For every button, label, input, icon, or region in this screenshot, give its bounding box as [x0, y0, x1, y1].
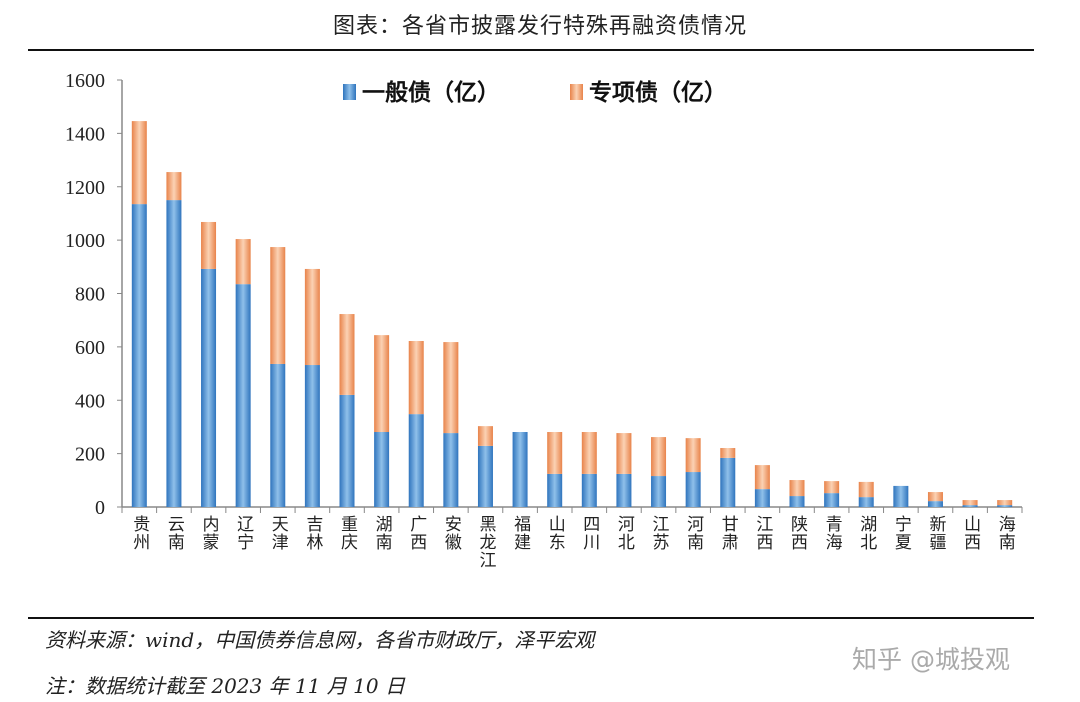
- bar-special-黑龙江: [477, 426, 493, 446]
- x-tick-label: 辽宁: [233, 515, 254, 551]
- bar-special-天津: [270, 247, 286, 364]
- y-tick-label: 800: [75, 284, 105, 306]
- x-tick-label: 江西: [752, 515, 773, 551]
- bar-general-江西: [754, 489, 770, 507]
- bar-special-四川: [581, 432, 597, 474]
- bar-special-陕西: [789, 480, 805, 497]
- bar-general-黑龙江: [477, 445, 493, 507]
- x-tick-label: 广西: [406, 515, 427, 551]
- x-tick-label: 福建: [510, 515, 531, 551]
- bar-special-山西: [962, 500, 978, 506]
- bar-special-江苏: [651, 437, 667, 477]
- y-tick-label: 200: [75, 444, 105, 466]
- bar-general-内蒙: [201, 268, 217, 507]
- legend-swatch-special: [570, 84, 583, 100]
- x-tick-label: 吉林: [302, 515, 323, 551]
- x-tick-label: 云南: [163, 515, 184, 551]
- bar-special-江西: [754, 465, 770, 490]
- bar-special-云南: [166, 172, 182, 201]
- bar-special-重庆: [339, 314, 355, 395]
- bar-special-内蒙: [201, 221, 217, 269]
- x-tick-label: 河南: [683, 515, 704, 551]
- x-tick-label: 重庆: [337, 515, 357, 551]
- legend-label-general: 一般债（亿）: [362, 79, 500, 105]
- x-tick-label: 江苏: [648, 515, 669, 551]
- bar-general-天津: [270, 363, 286, 507]
- bar-general-青海: [824, 493, 840, 507]
- bar-special-湖南: [374, 335, 390, 433]
- x-tick-label: 青海: [821, 515, 842, 551]
- bar-special-贵州: [131, 121, 147, 205]
- x-tick-label: 山东: [544, 515, 565, 551]
- bar-special-吉林: [304, 268, 320, 366]
- bar-special-广西: [408, 341, 424, 415]
- bar-general-辽宁: [235, 284, 251, 507]
- x-tick-label: 甘肃: [717, 515, 738, 551]
- y-tick-label: 1000: [65, 230, 105, 252]
- x-tick-label: 四川: [579, 515, 600, 551]
- bar-general-贵州: [131, 204, 147, 508]
- bar-general-江苏: [651, 476, 667, 507]
- bar-general-河北: [616, 473, 632, 507]
- bar-special-河北: [616, 433, 632, 474]
- y-tick-label: 600: [75, 337, 105, 359]
- bar-general-四川: [581, 473, 597, 507]
- x-tick-label: 安徽: [440, 515, 461, 551]
- bar-general-重庆: [339, 394, 355, 507]
- bar-special-新疆: [927, 492, 943, 502]
- x-tick-label: 湖北: [856, 515, 877, 551]
- x-tick-label: 山西: [960, 515, 981, 551]
- bar-general-吉林: [304, 365, 320, 507]
- legend-label-special: 专项债（亿）: [589, 79, 727, 105]
- bar-general-海南: [997, 505, 1013, 507]
- x-tick-label: 海南: [994, 515, 1015, 551]
- watermark: 知乎 @城投观: [852, 645, 1010, 674]
- x-tick-label: 新疆: [925, 515, 946, 551]
- bar-general-新疆: [927, 501, 943, 507]
- bar-general-安徽: [443, 433, 459, 507]
- legend: 一般债（亿） 专项债（亿）: [343, 79, 727, 105]
- bar-special-海南: [997, 500, 1013, 506]
- x-tick-label: 内蒙: [198, 515, 219, 551]
- x-tick-label: 陕西: [787, 515, 807, 551]
- x-tick-label: 天津: [267, 515, 288, 551]
- bar-general-河南: [685, 472, 701, 507]
- bar-general-山东: [547, 473, 563, 507]
- x-tick-label: 湖南: [371, 515, 392, 551]
- bar-special-青海: [824, 481, 840, 494]
- bar-special-河南: [685, 438, 701, 473]
- x-tick-label: 贵州: [129, 515, 150, 551]
- bar-special-甘肃: [720, 448, 736, 458]
- bar-general-宁夏: [893, 485, 909, 507]
- bar-special-山东: [547, 432, 563, 474]
- bar-general-广西: [408, 414, 424, 507]
- bar-special-安徽: [443, 342, 459, 434]
- bar-general-云南: [166, 200, 182, 507]
- source-note: 资料来源：wind，中国债券信息网，各省市财政厅，泽平宏观: [45, 628, 595, 652]
- top-rule: [28, 49, 1034, 51]
- bar-general-陕西: [789, 496, 805, 507]
- bar-general-山西: [962, 505, 978, 507]
- y-tick-label: 1400: [65, 123, 105, 145]
- x-tick-label: 黑龙江: [475, 515, 496, 569]
- bar-general-福建: [512, 432, 528, 507]
- y-tick-label: 400: [75, 390, 105, 412]
- bar-general-湖南: [374, 432, 390, 507]
- bar-chart: 0 200 400 600 800 1000 1200 1400 1600 一般债（亿） 专项债…: [65, 70, 1023, 519]
- y-tick-label: 1600: [65, 70, 105, 92]
- bar-general-湖北: [858, 497, 874, 507]
- figure-title: 图表：各省市披露发行特殊再融资债情况: [332, 14, 747, 39]
- legend-swatch-general: [343, 84, 356, 100]
- y-tick-label: 0: [95, 497, 105, 519]
- x-tick-label: 河北: [613, 515, 634, 551]
- x-tick-label: 宁夏: [890, 515, 911, 551]
- date-note: 注：数据统计截至 2023 年 11 月 10 日: [45, 674, 405, 698]
- bar-special-湖北: [858, 481, 874, 498]
- y-tick-label: 1200: [65, 177, 105, 199]
- bar-special-辽宁: [235, 239, 251, 285]
- bar-general-甘肃: [720, 457, 736, 507]
- bottom-rule: [28, 617, 1034, 619]
